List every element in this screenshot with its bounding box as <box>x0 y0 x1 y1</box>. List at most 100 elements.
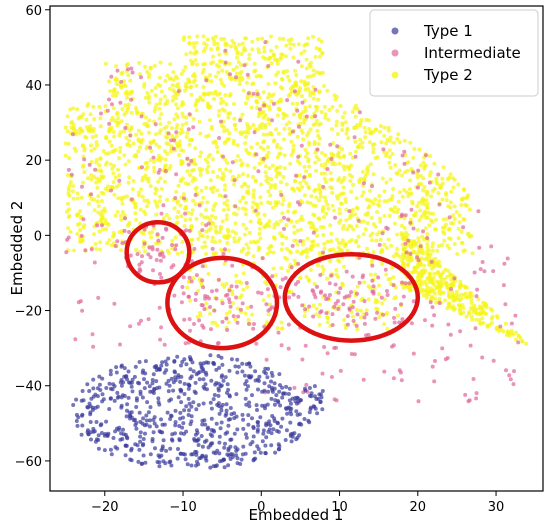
data-point <box>437 296 442 301</box>
data-point <box>137 193 141 198</box>
data-point <box>124 414 129 419</box>
data-point <box>289 401 293 406</box>
data-point <box>441 165 446 170</box>
data-point <box>238 462 243 466</box>
data-point <box>164 362 169 367</box>
data-point <box>190 452 195 457</box>
data-point <box>154 379 159 384</box>
data-point <box>154 258 159 262</box>
data-point <box>389 207 394 212</box>
data-point <box>341 178 345 183</box>
data-point <box>330 162 335 167</box>
data-point <box>185 462 190 467</box>
data-point <box>157 455 162 459</box>
data-point <box>158 75 162 80</box>
data-point <box>151 155 156 160</box>
data-point <box>87 389 92 393</box>
data-point <box>316 396 321 401</box>
data-point <box>75 423 80 428</box>
data-point <box>84 125 89 130</box>
data-point <box>428 300 433 305</box>
data-point <box>397 368 402 373</box>
data-point <box>78 228 83 233</box>
data-point <box>382 189 387 194</box>
data-point <box>373 127 378 132</box>
legend-box <box>369 9 539 97</box>
data-point <box>217 167 222 172</box>
data-point <box>250 416 254 421</box>
data-point <box>200 418 205 423</box>
data-point <box>242 63 247 68</box>
data-point <box>147 94 151 99</box>
data-point <box>224 408 229 413</box>
data-point <box>145 165 150 169</box>
data-point <box>393 163 398 168</box>
data-point <box>279 320 284 325</box>
data-point <box>258 236 263 241</box>
data-point <box>302 49 307 54</box>
data-point <box>299 422 304 427</box>
data-point <box>463 392 468 397</box>
data-point <box>458 279 463 284</box>
data-point <box>199 188 204 193</box>
data-point <box>129 384 134 389</box>
data-point <box>351 299 356 304</box>
data-point <box>303 248 307 253</box>
data-point <box>137 321 141 326</box>
data-point <box>266 145 270 150</box>
data-point <box>368 233 373 238</box>
data-point <box>259 291 264 296</box>
data-point <box>361 190 366 195</box>
data-point <box>309 194 314 199</box>
data-point <box>73 337 78 342</box>
data-point <box>193 432 198 437</box>
data-point <box>284 182 289 187</box>
data-point <box>159 325 164 330</box>
data-point <box>193 380 198 385</box>
data-point <box>178 416 183 421</box>
data-point <box>354 240 358 245</box>
data-point <box>397 140 402 145</box>
data-point <box>329 239 334 244</box>
data-point <box>157 429 162 434</box>
data-point <box>229 412 234 417</box>
data-point <box>259 201 264 206</box>
highlight-circle-3 <box>282 251 421 343</box>
data-point <box>98 212 103 217</box>
data-point <box>347 306 352 311</box>
data-point <box>168 164 173 168</box>
data-point <box>501 329 506 334</box>
data-point <box>95 143 100 148</box>
data-point <box>255 408 259 412</box>
data-point <box>325 320 330 325</box>
data-point <box>295 134 300 139</box>
data-point <box>325 167 330 172</box>
data-point <box>287 295 292 300</box>
data-point <box>296 154 301 159</box>
data-point <box>213 74 218 79</box>
data-point <box>341 185 346 190</box>
data-point <box>447 246 452 251</box>
data-point <box>322 176 327 181</box>
data-point <box>182 431 186 436</box>
data-point <box>145 198 150 203</box>
data-point <box>456 226 461 231</box>
data-point <box>160 444 165 449</box>
data-point <box>433 227 437 232</box>
data-point <box>253 208 258 213</box>
data-point <box>162 342 167 347</box>
data-point <box>444 281 449 286</box>
data-point <box>367 140 372 145</box>
data-point <box>124 135 129 140</box>
data-point <box>254 403 259 408</box>
data-point <box>233 127 238 132</box>
data-point <box>391 140 396 145</box>
data-point <box>412 147 417 151</box>
data-point <box>338 368 343 373</box>
x-tick-label: 20 <box>410 500 427 515</box>
data-point <box>341 164 346 169</box>
data-point <box>94 140 99 145</box>
data-point <box>240 161 245 166</box>
data-point <box>357 110 362 115</box>
data-point <box>194 291 199 296</box>
